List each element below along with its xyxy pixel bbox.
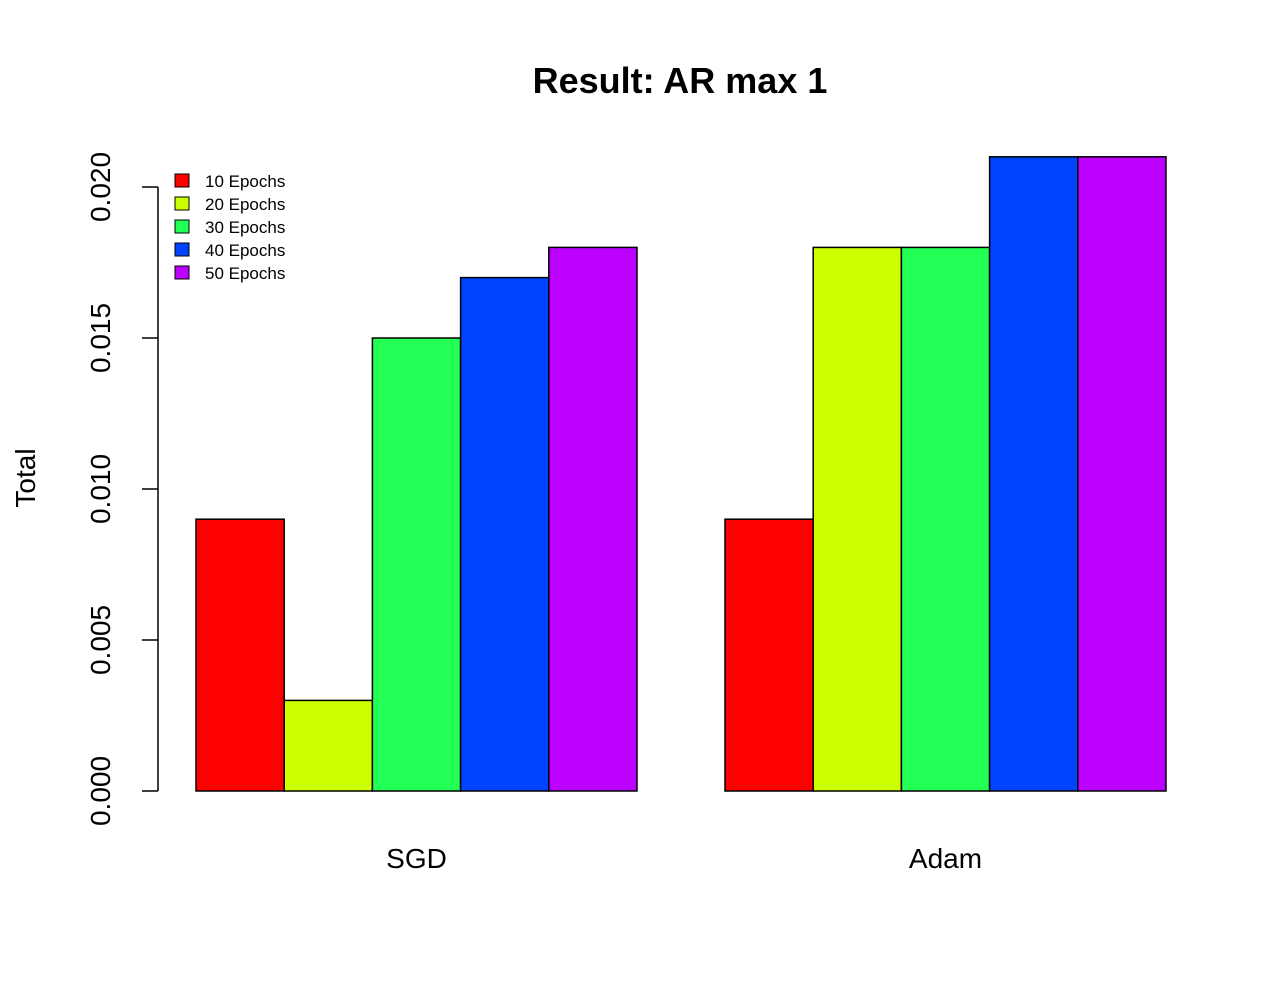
- legend-label: 10 Epochs: [205, 172, 285, 191]
- category-label: Adam: [909, 843, 982, 874]
- bar-sgd-20-epochs: [283, 699, 374, 792]
- bar-adam-50-epochs: [1077, 156, 1167, 792]
- bar-adam-20-epochs: [812, 246, 903, 792]
- bar-adam-40-epochs: [988, 156, 1079, 792]
- legend-swatch: [174, 219, 190, 234]
- legend-label: 30 Epochs: [205, 218, 285, 237]
- legend-swatch: [174, 173, 190, 188]
- legend-label: 50 Epochs: [205, 264, 285, 283]
- y-tick-label: 0.015: [85, 303, 116, 373]
- bar-sgd-40-epochs: [459, 276, 550, 792]
- bars-group: [195, 156, 1167, 792]
- legend-swatch: [174, 242, 190, 257]
- y-axis: 0.000 0.005 0.010 0.015 0.020: [85, 152, 159, 826]
- bar-sgd-30-epochs: [371, 337, 462, 792]
- bar-sgd-50-epochs: [548, 246, 638, 792]
- chart-title: Result: AR max 1: [533, 60, 828, 101]
- category-labels: SGD Adam: [386, 843, 982, 874]
- bar-sgd-10-epochs: [195, 518, 285, 792]
- y-tick-label: 0.010: [85, 454, 116, 524]
- y-tick-label: 0.000: [85, 756, 116, 826]
- y-tick-label: 0.020: [85, 152, 116, 222]
- bar-adam-10-epochs: [724, 518, 814, 792]
- legend-swatch: [174, 196, 190, 211]
- y-axis-label: Total: [10, 448, 41, 507]
- legend: 10 Epochs 20 Epochs 30 Epochs 40 Epochs 50 E…: [174, 172, 285, 283]
- category-label: SGD: [386, 843, 447, 874]
- y-tick-label: 0.005: [85, 605, 116, 675]
- legend-label: 40 Epochs: [205, 241, 285, 260]
- bar-adam-30-epochs: [900, 246, 991, 792]
- legend-swatch: [174, 265, 190, 280]
- legend-label: 20 Epochs: [205, 195, 285, 214]
